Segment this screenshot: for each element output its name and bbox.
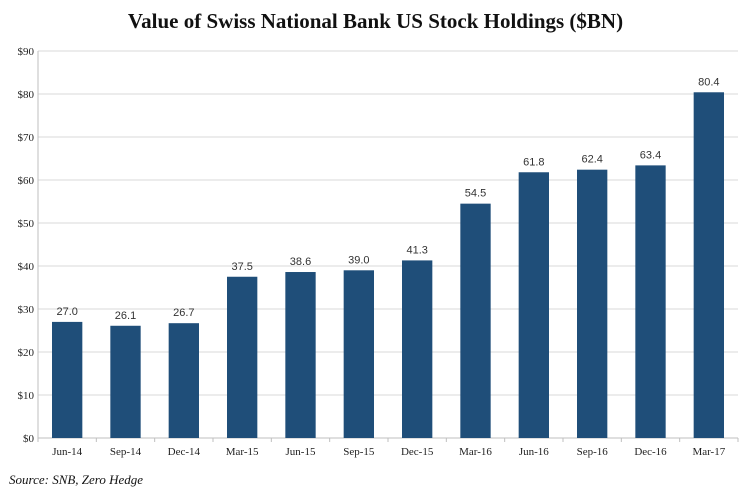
x-tick-label: Jun-15: [286, 446, 316, 458]
x-tick-label: Dec-15: [401, 446, 434, 458]
x-tick-label: Sep-16: [577, 446, 609, 458]
bar: [693, 92, 724, 438]
data-label: 26.1: [115, 310, 136, 322]
y-tick-label: $10: [18, 390, 35, 402]
bar: [52, 321, 83, 438]
source-note: Source: SNB, Zero Hedge: [9, 472, 144, 487]
bar: [460, 203, 491, 438]
bar: [168, 323, 199, 438]
data-label: 37.5: [231, 261, 252, 273]
bar: [635, 165, 666, 438]
data-label: 27.0: [56, 306, 77, 318]
data-label: 54.5: [465, 188, 486, 200]
data-label: 39.0: [348, 254, 369, 266]
bar: [402, 260, 433, 438]
x-tick-label: Jun-14: [52, 446, 82, 458]
x-tick-label: Mar-16: [459, 446, 492, 458]
data-label: 26.7: [173, 307, 194, 319]
data-label: 61.8: [523, 156, 544, 168]
x-tick-label: Mar-17: [692, 446, 725, 458]
data-label: 63.4: [640, 149, 661, 161]
bar: [343, 270, 374, 438]
data-label: 38.6: [290, 256, 311, 268]
bar: [518, 172, 549, 438]
y-tick-label: $70: [18, 132, 35, 144]
x-tick-label: Mar-15: [226, 446, 259, 458]
y-tick-label: $40: [18, 261, 35, 273]
x-tick-label: Dec-16: [634, 446, 667, 458]
data-label: 80.4: [698, 76, 719, 88]
bar: [577, 169, 608, 438]
bar: [285, 272, 316, 438]
chart-title: Value of Swiss National Bank US Stock Ho…: [127, 9, 624, 33]
bar: [227, 276, 258, 438]
x-tick-label: Sep-15: [343, 446, 375, 458]
y-tick-label: $90: [18, 46, 35, 58]
y-tick-label: $20: [18, 347, 35, 359]
data-label: 62.4: [581, 154, 602, 166]
x-tick-label: Dec-14: [168, 446, 201, 458]
x-tick-label: Jun-16: [519, 446, 549, 458]
data-label: 41.3: [406, 244, 427, 256]
x-tick-label: Sep-14: [110, 446, 142, 458]
bar: [110, 325, 141, 438]
y-tick-label: $60: [18, 175, 35, 187]
y-tick-label: $80: [18, 89, 35, 101]
y-tick-label: $30: [18, 304, 35, 316]
y-tick-label: $0: [23, 433, 35, 445]
y-tick-label: $50: [18, 218, 35, 230]
